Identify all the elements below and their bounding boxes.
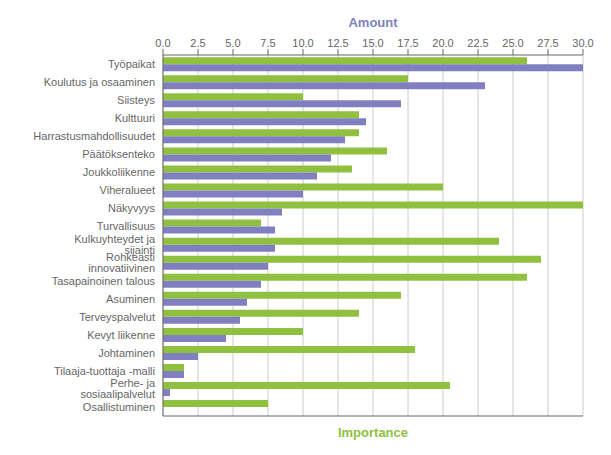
svg-text:Kulttuuri: Kulttuuri: [115, 112, 155, 124]
svg-text:12.5: 12.5: [327, 37, 348, 49]
svg-text:Tilaaja-tuottaja -malli: Tilaaja-tuottaja -malli: [54, 365, 155, 377]
svg-text:10.0: 10.0: [292, 37, 313, 49]
svg-text:Importance: Importance: [338, 425, 408, 440]
svg-text:2.5: 2.5: [190, 37, 205, 49]
svg-text:Turvallisuus: Turvallisuus: [97, 220, 156, 232]
svg-text:15.0: 15.0: [362, 37, 383, 49]
svg-text:Harrastusmahdollisuudet: Harrastusmahdollisuudet: [33, 130, 155, 142]
svg-text:0.0: 0.0: [155, 37, 170, 49]
svg-text:27.5: 27.5: [537, 37, 558, 49]
svg-text:Päätöksenteko: Päätöksenteko: [82, 148, 155, 160]
svg-text:22.5: 22.5: [467, 37, 488, 49]
svg-text:Rohkeastiinnovatiivinen: Rohkeastiinnovatiivinen: [88, 251, 155, 274]
svg-text:Osallistuminen: Osallistuminen: [83, 401, 155, 413]
svg-text:Kevyt liikenne: Kevyt liikenne: [87, 329, 155, 341]
svg-text:20.0: 20.0: [432, 37, 453, 49]
svg-text:Johtaminen: Johtaminen: [98, 347, 155, 359]
svg-text:Perhe- jasosiaalipalvelut: Perhe- jasosiaalipalvelut: [80, 377, 155, 400]
svg-text:Koulutus ja osaaminen: Koulutus ja osaaminen: [44, 76, 155, 88]
svg-text:7.5: 7.5: [260, 37, 275, 49]
svg-text:25.0: 25.0: [502, 37, 523, 49]
svg-text:30.0: 30.0: [572, 37, 593, 49]
svg-text:Viheralueet: Viheralueet: [100, 184, 155, 196]
svg-text:Asuminen: Asuminen: [106, 293, 155, 305]
svg-text:Amount: Amount: [348, 15, 398, 30]
svg-text:Terveyspalvelut: Terveyspalvelut: [79, 311, 155, 323]
svg-text:Tasapainoinen talous: Tasapainoinen talous: [52, 275, 156, 287]
svg-text:Siisteys: Siisteys: [117, 94, 155, 106]
svg-text:Näkyvyys: Näkyvyys: [108, 202, 156, 214]
svg-text:17.5: 17.5: [397, 37, 418, 49]
svg-text:Joukkoliikenne: Joukkoliikenne: [83, 166, 155, 178]
svg-text:Työpaikat: Työpaikat: [108, 58, 155, 70]
svg-text:5.0: 5.0: [225, 37, 240, 49]
